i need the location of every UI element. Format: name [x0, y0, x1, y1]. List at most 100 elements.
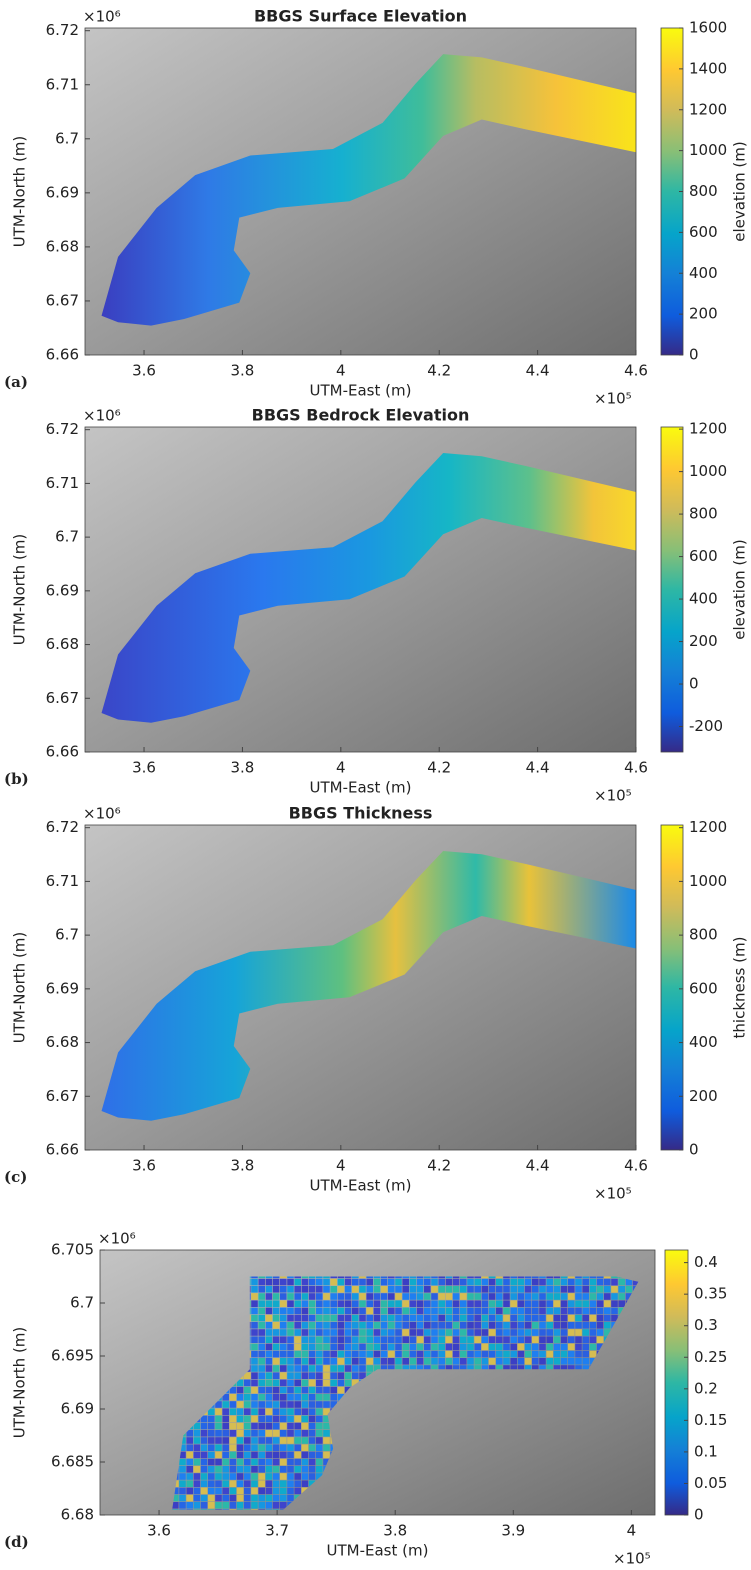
cell — [280, 1387, 287, 1394]
cell — [446, 1344, 453, 1351]
cell — [525, 1344, 532, 1351]
x-tick-label: 4.4 — [526, 759, 550, 777]
cell — [374, 1279, 381, 1286]
cell — [402, 1351, 409, 1358]
cell — [453, 1336, 460, 1343]
cell — [388, 1286, 395, 1293]
cell — [460, 1279, 467, 1286]
cell — [388, 1344, 395, 1351]
colorbar-tick-label: 800 — [689, 182, 718, 200]
cell — [575, 1300, 582, 1307]
cell — [590, 1293, 597, 1300]
cell — [287, 1358, 294, 1365]
cell — [309, 1437, 316, 1444]
cell — [503, 1358, 510, 1365]
cell — [582, 1315, 589, 1322]
y-tick-label: 6.68 — [46, 635, 79, 653]
x-tick-label: 4.4 — [526, 1157, 550, 1175]
cell — [309, 1286, 316, 1293]
colorbar-tick-label: -200 — [689, 717, 723, 735]
y-tick-label: 6.72 — [46, 420, 79, 438]
colorbar-tick-label: 0.1 — [694, 1442, 718, 1460]
cell — [287, 1488, 294, 1495]
cell — [208, 1495, 215, 1502]
cell — [208, 1452, 215, 1459]
x-tick-label: 4 — [627, 1522, 637, 1540]
cell — [345, 1344, 352, 1351]
cell — [417, 1322, 424, 1329]
cell — [366, 1365, 373, 1372]
colorbar-tick-label: 0.4 — [694, 1253, 718, 1271]
cell — [366, 1300, 373, 1307]
cell — [582, 1308, 589, 1315]
cell — [395, 1286, 402, 1293]
cell — [417, 1300, 424, 1307]
cell — [402, 1308, 409, 1315]
cell — [453, 1286, 460, 1293]
cell — [467, 1329, 474, 1336]
colorbar-tick-label: 0.2 — [694, 1379, 718, 1397]
cell — [402, 1336, 409, 1343]
cell — [417, 1315, 424, 1322]
cell — [410, 1329, 417, 1336]
cell — [280, 1365, 287, 1372]
cell — [194, 1502, 201, 1509]
cell — [417, 1279, 424, 1286]
colorbar-tick-label: 1000 — [689, 872, 727, 890]
cell — [258, 1286, 265, 1293]
cell — [208, 1416, 215, 1423]
cell — [251, 1300, 258, 1307]
cell — [201, 1437, 208, 1444]
colorbar-tick-label: 800 — [689, 505, 718, 523]
cell — [438, 1286, 445, 1293]
colorbar-tick-label: 0.35 — [694, 1285, 727, 1303]
cell — [388, 1300, 395, 1307]
cell — [186, 1459, 193, 1466]
cell — [287, 1416, 294, 1423]
cell — [496, 1329, 503, 1336]
x-axis-label: UTM-East (m) — [310, 779, 412, 797]
cell — [395, 1329, 402, 1336]
cell — [352, 1336, 359, 1343]
cell — [604, 1286, 611, 1293]
cell — [330, 1308, 337, 1315]
cell — [258, 1372, 265, 1379]
cell — [338, 1358, 345, 1365]
cell — [287, 1466, 294, 1473]
cell — [316, 1351, 323, 1358]
cell — [410, 1344, 417, 1351]
x-axis-label: UTM-East (m) — [310, 382, 412, 400]
cell — [474, 1286, 481, 1293]
cell — [597, 1329, 604, 1336]
cell — [266, 1293, 273, 1300]
cell — [179, 1473, 186, 1480]
colorbar-tick-label: 1200 — [689, 420, 727, 438]
cell — [489, 1322, 496, 1329]
cell — [230, 1452, 237, 1459]
cell — [266, 1437, 273, 1444]
cell — [374, 1322, 381, 1329]
cell — [438, 1358, 445, 1365]
cell — [345, 1279, 352, 1286]
cell — [194, 1452, 201, 1459]
cell — [309, 1423, 316, 1430]
cell — [554, 1322, 561, 1329]
cell — [590, 1351, 597, 1358]
cell — [273, 1394, 280, 1401]
cell — [597, 1279, 604, 1286]
cell — [230, 1430, 237, 1437]
cell — [431, 1358, 438, 1365]
cell — [251, 1336, 258, 1343]
cell — [302, 1329, 309, 1336]
cell — [359, 1293, 366, 1300]
colorbar — [665, 1250, 688, 1515]
cell — [366, 1322, 373, 1329]
cell — [532, 1315, 539, 1322]
cell — [309, 1459, 316, 1466]
cell — [280, 1466, 287, 1473]
cell — [237, 1437, 244, 1444]
cell — [194, 1437, 201, 1444]
cell — [309, 1380, 316, 1387]
cell — [244, 1437, 251, 1444]
cell — [424, 1358, 431, 1365]
